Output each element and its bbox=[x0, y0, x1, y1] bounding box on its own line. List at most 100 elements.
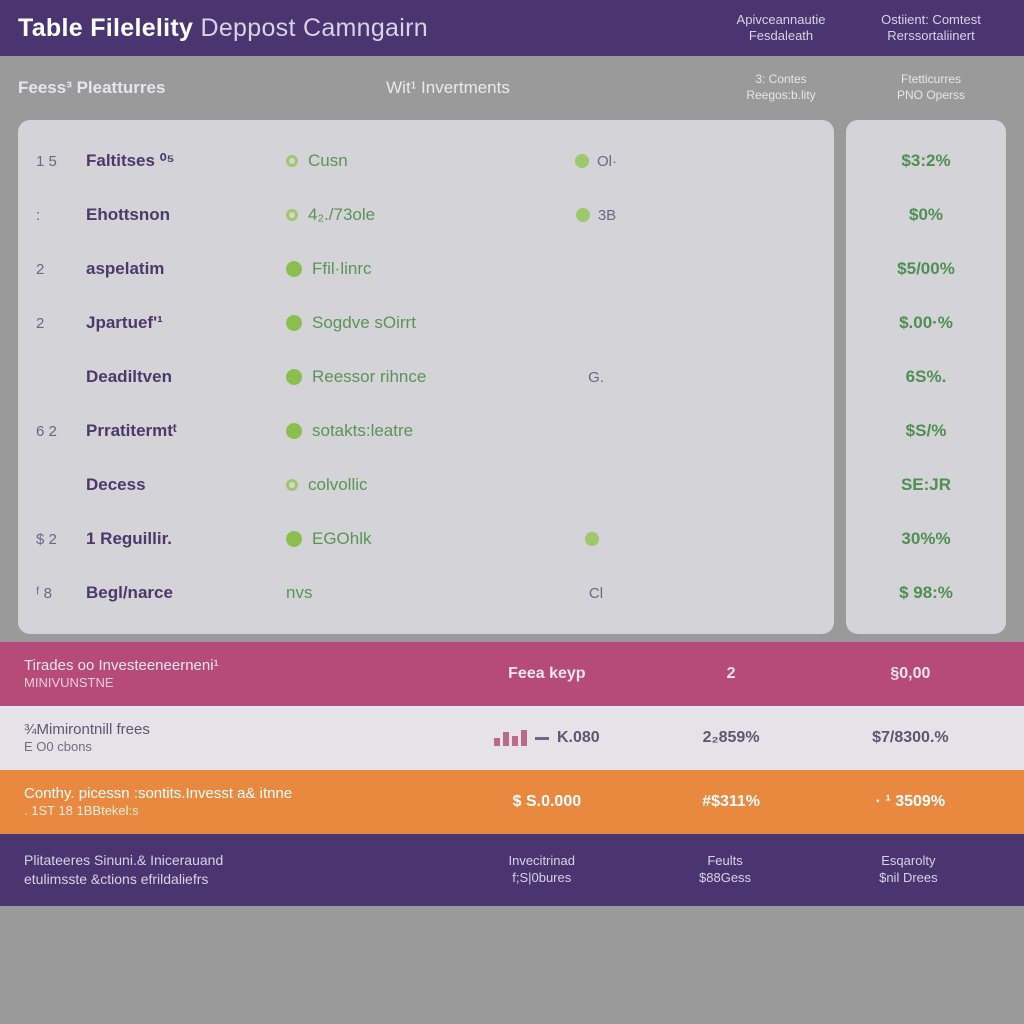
row-investment-label: Cusn bbox=[308, 151, 348, 171]
status-dot-icon bbox=[575, 154, 589, 168]
summary-label: Tirades oo Investeeneerneni¹MINIVUNSTNE bbox=[24, 656, 452, 692]
summary-col-3: #$311% bbox=[641, 793, 820, 811]
table-row: :Ehottsnon 4₂./73ole 3B bbox=[18, 188, 834, 242]
row-value: 30%% bbox=[846, 512, 1006, 566]
title-word-3: Deppost bbox=[201, 14, 296, 42]
status-dot-icon bbox=[286, 479, 298, 491]
row-index: 6 2 bbox=[36, 423, 86, 440]
row-investment: Reessor rihnce bbox=[286, 367, 536, 387]
bar-chart-icon bbox=[494, 730, 527, 746]
summary-col-3: 2 bbox=[641, 665, 820, 683]
table-row: 1 5Faltitses ⁰⁵ Cusn Ol· bbox=[18, 134, 834, 188]
header-col-b: Ostiient: Comtest Rerssortaliinert bbox=[856, 12, 1006, 45]
row-investment: colvollic bbox=[286, 475, 536, 495]
footer-col-4: Esqarolty $nil Drees bbox=[817, 853, 1000, 887]
header-title: Table Filelelity Deppost Camngairn bbox=[18, 14, 428, 43]
summary-col-2: K.080 bbox=[452, 729, 641, 747]
table-left-panel: 1 5Faltitses ⁰⁵ Cusn Ol·:Ehottsnon 4₂./73ol… bbox=[18, 120, 834, 634]
status-dot-icon bbox=[286, 315, 302, 331]
row-index: 2 bbox=[36, 261, 86, 278]
table-row: ᶠ 8Begl/narcenvsCl bbox=[18, 566, 834, 620]
footer-col-2: Invecitrinad f;S|0bures bbox=[450, 853, 633, 887]
subheader: Feess³ Pleatturres Wit¹ Invertments 3: C… bbox=[0, 56, 1024, 120]
row-col-3: Ol· bbox=[536, 153, 656, 170]
subheader-col-4: Ftetticurres PNO Operss bbox=[856, 72, 1006, 103]
summary-col-2: Feea keyp bbox=[452, 665, 641, 683]
table-row: Deadiltven Reessor rihnce G. bbox=[18, 350, 834, 404]
table-right-panel: $3:2%$0%$5/00%$.00·%6S%.$S/%SE:JR30%%$ 9… bbox=[846, 120, 1006, 634]
table-row: 2aspelatim Ffil·linrc bbox=[18, 242, 834, 296]
summary-col-2: $ S.0.000 bbox=[452, 793, 641, 811]
row-value: $0% bbox=[846, 188, 1006, 242]
row-investment: Ffil·linrc bbox=[286, 259, 536, 279]
row-investment: 4₂./73ole bbox=[286, 205, 536, 225]
row-investment: Sogdve sOirrt bbox=[286, 313, 536, 333]
row-investment: Cusn bbox=[286, 151, 536, 171]
row-investment-label: Reessor rihnce bbox=[312, 367, 426, 387]
footer-bar: Plitateeres Sinuni.& Inicerauand etulims… bbox=[0, 834, 1024, 906]
row-investment-label: 4₂./73ole bbox=[308, 205, 375, 225]
table-row: Decess colvollic bbox=[18, 458, 834, 512]
summary-row: ¾Mimirontnill freesE O0 cbonsK.0802₂859%… bbox=[0, 706, 1024, 770]
row-index: ᶠ 8 bbox=[36, 585, 86, 602]
title-word-2: Filelelity bbox=[90, 14, 193, 42]
row-col-3: 3B bbox=[536, 207, 656, 224]
row-feature-name: 1 Reguillir. bbox=[86, 529, 286, 549]
status-dot-icon bbox=[576, 208, 590, 222]
title-word-4: Camngairn bbox=[303, 14, 428, 42]
row-value: $5/00% bbox=[846, 242, 1006, 296]
summary-col-4: §0,00 bbox=[821, 665, 1000, 683]
table-row: 2Jpartuef'¹Sogdve sOirrt bbox=[18, 296, 834, 350]
summary-label: Conthy. picessn :sontits.Invesst a& itnn… bbox=[24, 784, 452, 820]
row-investment-label: nvs bbox=[286, 583, 312, 603]
summary-section: Tirades oo Investeeneerneni¹MINIVUNSTNEF… bbox=[0, 642, 1024, 834]
summary-row: Conthy. picessn :sontits.Invesst a& itnn… bbox=[0, 770, 1024, 834]
table-row: $ 21 Reguillir. EGOhlk bbox=[18, 512, 834, 566]
row-investment-label: Ffil·linrc bbox=[312, 259, 372, 279]
row-investment: sotakts:leatre bbox=[286, 421, 536, 441]
summary-col-4: · ¹ 3509% bbox=[821, 793, 1000, 811]
row-index: 1 5 bbox=[36, 153, 86, 170]
status-dot-icon bbox=[286, 261, 302, 277]
row-investment: EGOhlk bbox=[286, 529, 536, 549]
subheader-col-1: Feess³ Pleatturres bbox=[18, 78, 298, 98]
subheader-col-3: 3: Contes Reegos:b.lity bbox=[706, 72, 856, 103]
summary-col-4: $7/8300.% bbox=[821, 729, 1000, 747]
status-dot-icon bbox=[286, 155, 298, 167]
row-investment-label: colvollic bbox=[308, 475, 368, 495]
row-feature-name: Deadiltven bbox=[86, 367, 286, 387]
row-index: 2 bbox=[36, 315, 86, 332]
row-feature-name: Ehottsnon bbox=[86, 205, 286, 225]
status-dot-icon bbox=[286, 369, 302, 385]
table-row: 6 2Prratitermtᵗ sotakts:leatre bbox=[18, 404, 834, 458]
row-value: $3:2% bbox=[846, 134, 1006, 188]
footer-col-1: Plitateeres Sinuni.& Inicerauand etulims… bbox=[24, 851, 450, 889]
status-dot-icon bbox=[286, 423, 302, 439]
status-dot-icon bbox=[585, 532, 599, 546]
row-feature-name: aspelatim bbox=[86, 259, 286, 279]
subheader-col-2: Wit¹ Invertments bbox=[298, 78, 598, 98]
row-col-3: G. bbox=[536, 369, 656, 386]
row-feature-name: Decess bbox=[86, 475, 286, 495]
header-col-a: Apivceannautie Fesdaleath bbox=[706, 12, 856, 45]
row-feature-name: Prratitermtᵗ bbox=[86, 421, 286, 441]
row-feature-name: Begl/narce bbox=[86, 583, 286, 603]
row-feature-name: Faltitses ⁰⁵ bbox=[86, 151, 286, 171]
row-feature-name: Jpartuef'¹ bbox=[86, 313, 286, 333]
row-value: $S/% bbox=[846, 404, 1006, 458]
row-value: $ 98:% bbox=[846, 566, 1006, 620]
summary-row: Tirades oo Investeeneerneni¹MINIVUNSTNEF… bbox=[0, 642, 1024, 706]
row-investment-label: EGOhlk bbox=[312, 529, 372, 549]
row-investment-label: sotakts:leatre bbox=[312, 421, 413, 441]
row-index: $ 2 bbox=[36, 531, 86, 548]
row-col-3 bbox=[536, 532, 656, 546]
comparison-table: 1 5Faltitses ⁰⁵ Cusn Ol·:Ehottsnon 4₂./73ol… bbox=[18, 120, 1006, 634]
footer-col-3: Feults $88Gess bbox=[633, 853, 816, 887]
status-dot-icon bbox=[286, 531, 302, 547]
row-value: $.00·% bbox=[846, 296, 1006, 350]
title-word-1: Table bbox=[18, 14, 83, 42]
row-value: 6S%. bbox=[846, 350, 1006, 404]
row-index: : bbox=[36, 207, 86, 224]
summary-col-3: 2₂859% bbox=[641, 729, 820, 747]
header-bar: Table Filelelity Deppost Camngairn Apivc… bbox=[0, 0, 1024, 56]
